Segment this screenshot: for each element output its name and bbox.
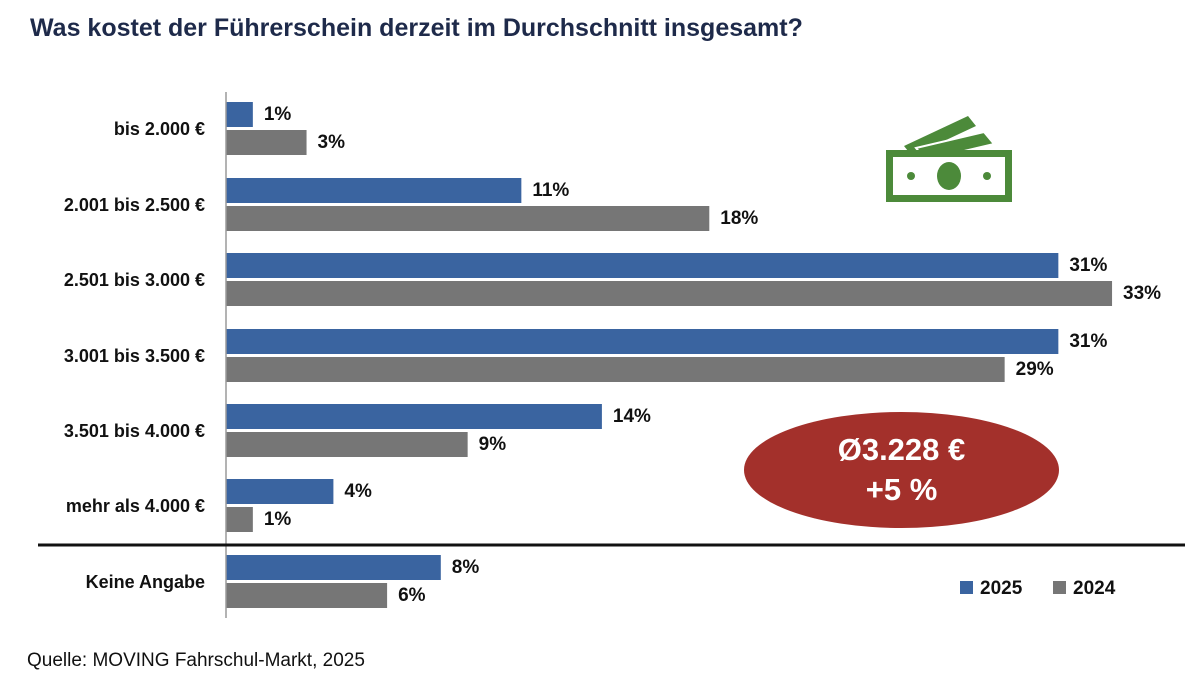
value-label-2025: 4%	[344, 481, 372, 502]
bar-2025	[226, 253, 1059, 278]
legend-swatch-2024	[1053, 581, 1066, 594]
legend-label-2025: 2025	[980, 578, 1023, 599]
bar-2024	[226, 432, 468, 457]
bar-2025	[226, 555, 441, 580]
bar-2024	[226, 130, 307, 155]
average-cost-value: Ø3.228 €	[837, 432, 966, 467]
average-cost-badge: Ø3.228 € +5 %	[744, 412, 1059, 528]
value-label-2025: 11%	[532, 180, 569, 201]
category-label: 2.001 bis 2.500 €	[64, 195, 205, 215]
value-label-2024: 1%	[264, 509, 292, 530]
category-label: 2.501 bis 3.000 €	[64, 270, 205, 290]
value-label-2025: 31%	[1069, 255, 1107, 276]
value-label-2024: 6%	[398, 585, 426, 606]
category-label: Keine Angabe	[86, 572, 205, 592]
chart-title: Was kostet der Führerschein derzeit im D…	[30, 14, 803, 42]
bar-2024	[226, 507, 253, 532]
average-cost-change: +5 %	[865, 472, 938, 507]
value-label-2025: 1%	[264, 104, 292, 125]
value-label-2024: 9%	[479, 434, 507, 455]
bar-2024	[226, 583, 388, 608]
value-label-2024: 29%	[1016, 359, 1054, 380]
bar-chart: bis 2.000 € 2.001 bis 2.500 € 2.501 bis 3.…	[38, 92, 1185, 618]
bar-2025	[226, 329, 1059, 354]
value-label-2024: 18%	[720, 208, 758, 229]
category-label: 3.001 bis 3.500 €	[64, 346, 205, 366]
legend-swatch-2025	[960, 581, 973, 594]
bar-2024	[226, 357, 1005, 382]
source-note: Quelle: MOVING Fahrschul-Markt, 2025	[27, 650, 365, 671]
bars	[226, 102, 1113, 608]
legend: 2025 2024	[960, 578, 1116, 599]
value-label-2025: 8%	[452, 557, 480, 578]
value-label-2024: 33%	[1123, 283, 1161, 304]
bar-2025	[226, 102, 253, 127]
category-label: mehr als 4.000 €	[66, 496, 205, 516]
bar-2024	[226, 281, 1113, 306]
money-bills-icon	[886, 116, 1012, 202]
value-labels: 1% 3% 11% 18% 31% 33% 31% 29% 14% 9% 4% 1% 8% 6%	[264, 104, 1161, 606]
bar-2025	[226, 479, 334, 504]
bar-2025	[226, 404, 602, 429]
category-label: bis 2.000 €	[114, 119, 205, 139]
value-label-2025: 14%	[613, 406, 651, 427]
bar-2024	[226, 206, 710, 231]
category-labels: bis 2.000 € 2.001 bis 2.500 € 2.501 bis 3.…	[64, 119, 205, 592]
category-label: 3.501 bis 4.000 €	[64, 421, 205, 441]
legend-label-2024: 2024	[1073, 578, 1116, 599]
bar-2025	[226, 178, 522, 203]
value-label-2025: 31%	[1069, 331, 1107, 352]
value-label-2024: 3%	[318, 132, 346, 153]
